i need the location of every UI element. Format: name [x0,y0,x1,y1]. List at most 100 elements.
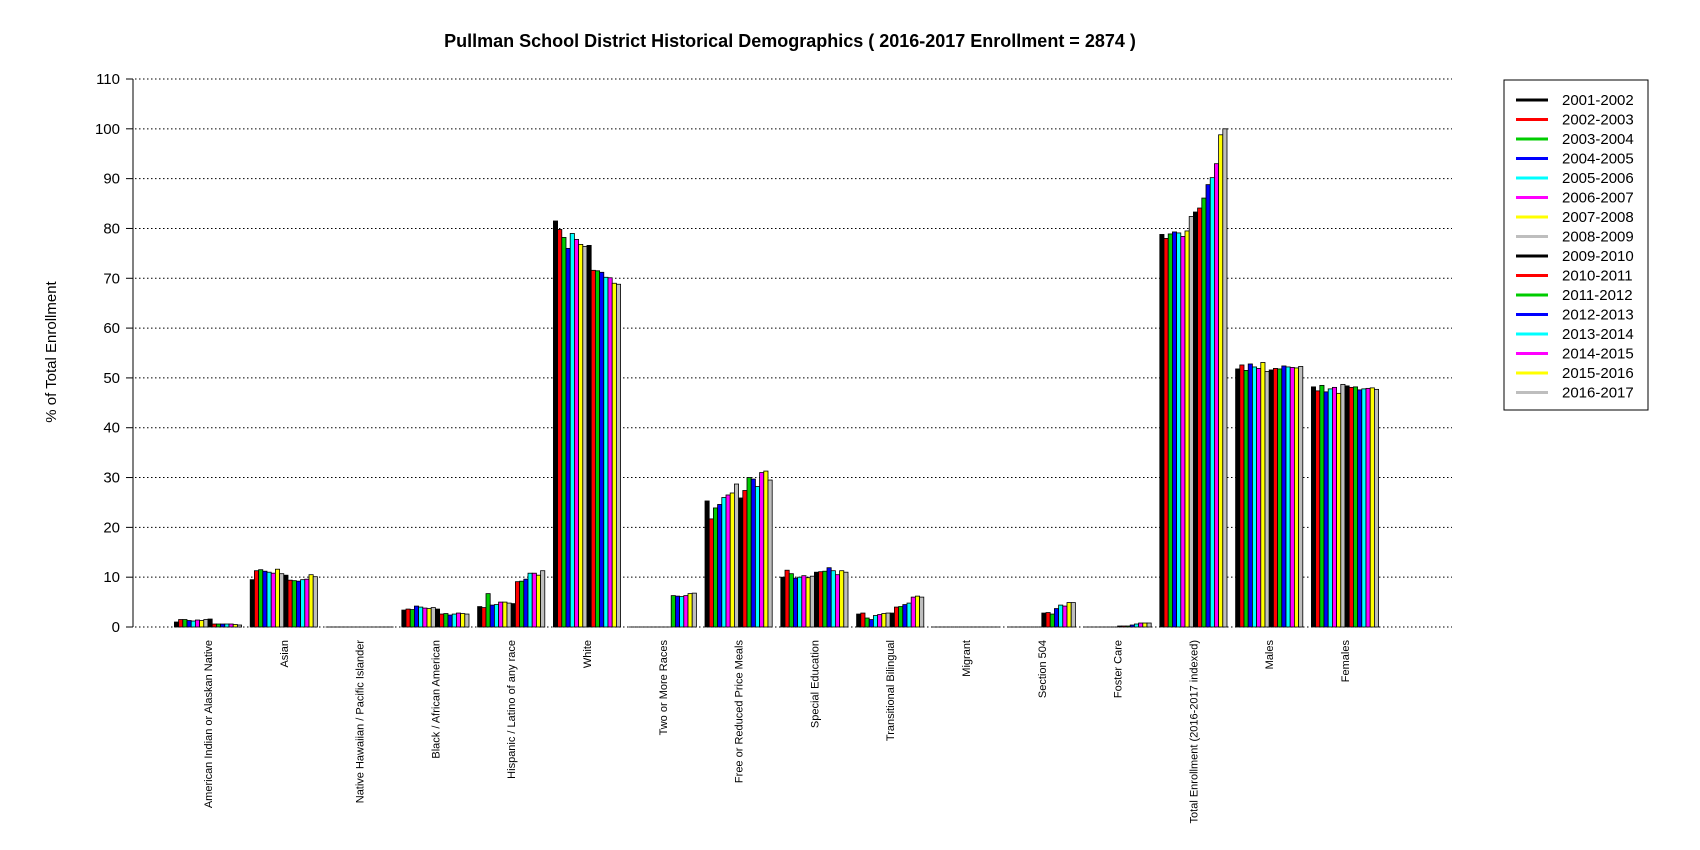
legend-label: 2007-2008 [1562,209,1634,226]
chart-title: Pullman School District Historical Demog… [444,31,1136,51]
x-category-label: Foster Care [1113,640,1125,698]
bar [1168,234,1172,627]
bar [671,596,675,627]
bar [1316,391,1320,627]
bar [684,596,688,627]
y-axis-label: % of Total Enrollment [43,280,60,422]
x-category-label: American Indian or Alaskan Native [203,640,215,808]
bar [1282,366,1286,627]
bar [1071,603,1075,627]
bar [233,625,237,627]
legend-label: 2012-2013 [1562,307,1634,324]
bar [296,581,300,627]
bar [1219,135,1223,627]
bar [574,239,578,627]
bar [899,607,903,627]
bar [789,574,793,627]
bar [1257,368,1261,627]
bar [857,614,861,627]
bar [747,478,751,627]
bar [570,233,574,627]
y-tick-label: 10 [103,569,120,586]
bar [688,594,692,627]
bar [865,618,869,627]
bar [726,495,730,627]
y-tick-label: 100 [95,121,120,138]
bar [709,519,713,627]
bar [583,246,587,627]
legend-label: 2001-2002 [1562,92,1634,109]
x-axis-category-labels: American Indian or Alaskan Native Asian Na… [203,640,1352,824]
bar [1147,623,1151,627]
bar [781,577,785,627]
bar [225,624,229,627]
bar [558,229,562,627]
bar [705,501,709,627]
bar [1374,389,1378,627]
bar [1193,212,1197,627]
bar [1042,613,1046,627]
bar [814,572,818,627]
bar [1046,613,1050,627]
bar [886,613,890,627]
bar [798,577,802,627]
y-tick-label: 90 [103,171,120,188]
bar [1299,366,1303,627]
y-tick-label: 30 [103,470,120,487]
x-category-label: Black / African American [430,640,442,759]
bar [1143,623,1147,627]
bar [1265,371,1269,627]
bar [675,596,679,627]
bar [1214,164,1218,627]
legend-label: 2002-2003 [1562,112,1634,129]
bar [604,277,608,627]
bar [423,608,427,627]
bar-group [402,606,469,627]
bar [739,498,743,627]
bar [536,575,540,627]
bar [692,593,696,627]
bar [1320,385,1324,627]
legend-label: 2005-2006 [1562,170,1634,187]
y-axis: 0 10 20 30 40 50 60 70 80 90 100 110 [95,71,133,636]
bar-group [1084,623,1151,627]
bar [591,270,595,627]
bar [553,221,557,627]
bar [882,614,886,627]
bar [288,580,292,627]
bar [861,613,865,627]
bar [840,571,844,627]
bar [503,602,507,627]
bar [1160,234,1164,627]
bar [768,480,772,627]
bar [410,610,414,627]
bar [1177,233,1181,627]
x-category-label: Females [1340,640,1352,683]
bar [427,609,431,627]
bar [1362,389,1366,627]
x-category-label: Two or More Races [658,640,670,736]
bar [267,572,271,627]
y-tick-label: 80 [103,220,120,237]
bar-group [553,221,620,627]
bar [313,577,317,627]
bar [440,614,444,627]
bar [237,625,241,627]
bar [250,580,254,627]
bar [221,624,225,627]
bar [456,613,460,627]
bar [1278,369,1282,627]
bar [755,487,759,627]
bar [183,620,187,627]
bar [174,622,178,627]
bar [507,603,511,627]
bar [734,484,738,627]
bar [448,615,452,627]
bar [280,574,284,627]
bar [562,237,566,627]
bar [1248,364,1252,627]
bar [608,278,612,627]
y-tick-label: 20 [103,519,120,536]
legend-label: 2013-2014 [1562,326,1634,343]
bar [1236,369,1240,627]
